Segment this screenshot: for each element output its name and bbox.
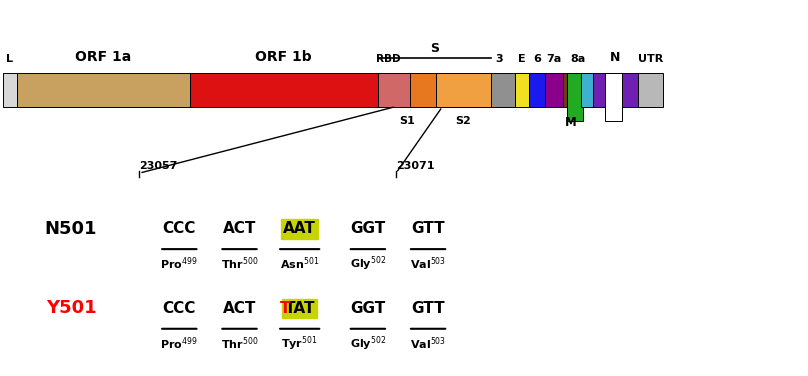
Text: Gly$^{502}$: Gly$^{502}$ [350,255,386,273]
Text: M: M [565,116,577,129]
FancyBboxPatch shape [545,73,563,106]
FancyBboxPatch shape [17,73,190,106]
Text: AAT: AAT [284,221,316,236]
Text: Pro$^{499}$: Pro$^{499}$ [161,335,198,352]
FancyBboxPatch shape [436,73,490,106]
Text: Asn$^{501}$: Asn$^{501}$ [280,256,319,272]
Text: 23057: 23057 [139,161,178,171]
FancyBboxPatch shape [604,73,622,121]
Text: GTT: GTT [411,301,445,316]
Text: UTR: UTR [638,54,663,64]
FancyBboxPatch shape [563,73,593,106]
Text: Pro$^{499}$: Pro$^{499}$ [161,256,198,272]
Text: S1: S1 [399,116,415,126]
FancyBboxPatch shape [2,73,17,106]
Text: Y501: Y501 [46,299,96,317]
Text: ORF 1a: ORF 1a [75,50,131,64]
Text: RBD: RBD [376,54,400,64]
FancyBboxPatch shape [529,73,545,106]
Text: CCC: CCC [162,301,196,316]
Text: GGT: GGT [350,301,385,316]
FancyBboxPatch shape [490,73,515,106]
Text: Val$^{503}$: Val$^{503}$ [410,335,446,352]
FancyBboxPatch shape [378,73,410,106]
FancyBboxPatch shape [378,73,436,106]
Text: Tyr$^{501}$: Tyr$^{501}$ [281,334,318,353]
Text: N501: N501 [44,220,97,238]
FancyBboxPatch shape [638,73,663,106]
Text: Gly$^{502}$: Gly$^{502}$ [350,334,386,353]
Text: 3: 3 [494,54,503,64]
Text: T: T [280,301,291,316]
Text: N: N [610,51,621,64]
Text: GGT: GGT [350,221,385,236]
Text: 23071: 23071 [396,161,435,171]
Text: GTT: GTT [411,221,445,236]
Text: Thr$^{500}$: Thr$^{500}$ [221,335,259,352]
Text: E: E [518,54,526,64]
Text: ACT: ACT [223,221,256,236]
Text: ACT: ACT [223,301,256,316]
Text: S2: S2 [456,116,471,126]
Text: TAT: TAT [284,301,315,316]
FancyBboxPatch shape [580,73,593,106]
Text: 7a: 7a [546,54,562,64]
FancyBboxPatch shape [515,73,529,106]
Text: 6: 6 [533,54,541,64]
Text: L: L [6,54,14,64]
FancyBboxPatch shape [593,73,638,106]
Text: ORF 1b: ORF 1b [255,50,312,64]
Text: Val$^{503}$: Val$^{503}$ [410,256,446,272]
FancyBboxPatch shape [190,73,378,106]
Text: 8a: 8a [570,54,586,64]
Text: S: S [430,42,439,55]
Text: CCC: CCC [162,221,196,236]
Text: Thr$^{500}$: Thr$^{500}$ [221,256,259,272]
FancyBboxPatch shape [567,73,583,121]
